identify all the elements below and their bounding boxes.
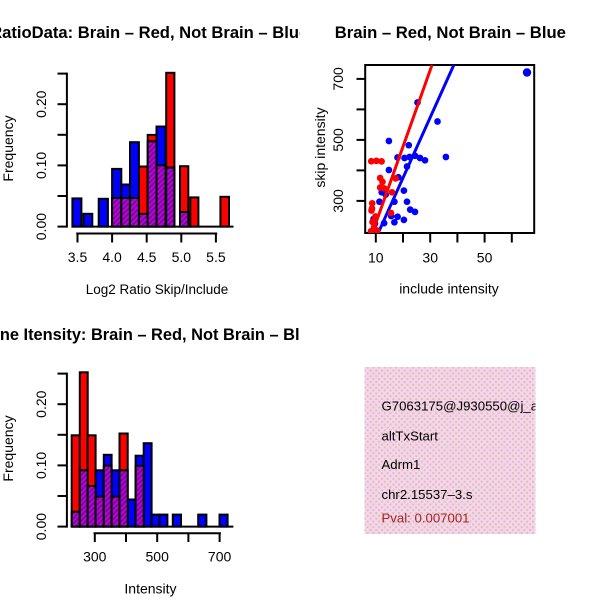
- svg-text:Pval: 0.007001: Pval: 0.007001: [382, 511, 470, 526]
- svg-text:0.10: 0.10: [33, 152, 49, 179]
- svg-text:0.10: 0.10: [33, 452, 49, 479]
- svg-text:skip intensity: skip intensity: [312, 107, 328, 187]
- svg-text:0.00: 0.00: [33, 213, 49, 240]
- svg-text:include intensity: include intensity: [399, 281, 499, 297]
- svg-text:30: 30: [422, 249, 438, 265]
- svg-text:Adrm1: Adrm1: [382, 457, 421, 472]
- svg-text:5.5: 5.5: [206, 249, 226, 265]
- svg-text:Intensity: Intensity: [124, 581, 176, 597]
- svg-text:4.5: 4.5: [137, 249, 157, 265]
- svg-text:Frequency: Frequency: [0, 115, 16, 181]
- svg-text:RatioData: Brain – Red, Not Br: RatioData: Brain – Red, Not Brain – Blue: [0, 24, 308, 42]
- svg-text:10: 10: [368, 249, 384, 265]
- svg-text:500: 500: [330, 128, 346, 152]
- svg-text:500: 500: [146, 549, 170, 565]
- svg-text:300: 300: [330, 189, 346, 213]
- svg-text:Gene Itensity: Brain – Red, No: Gene Itensity: Brain – Red, Not Brain – …: [0, 326, 319, 344]
- svg-text:Frequency: Frequency: [0, 415, 16, 481]
- svg-text:4.0: 4.0: [102, 249, 122, 265]
- svg-text:Log2 Ratio Skip/Include: Log2 Ratio Skip/Include: [86, 282, 229, 297]
- svg-text:G7063175@J930550@j_at: G7063175@J930550@j_at: [382, 399, 543, 414]
- svg-text:altTxStart: altTxStart: [382, 429, 439, 444]
- svg-text:0.20: 0.20: [33, 90, 49, 117]
- svg-text:5.0: 5.0: [172, 249, 192, 265]
- svg-text:0.20: 0.20: [33, 390, 49, 417]
- svg-text:700: 700: [330, 67, 346, 91]
- svg-text:chr2.15537–3.s: chr2.15537–3.s: [382, 487, 473, 502]
- svg-text:700: 700: [208, 549, 232, 565]
- svg-text:50: 50: [477, 249, 493, 265]
- svg-text:Brain – Red, Not Brain – Blue: Brain – Red, Not Brain – Blue: [335, 23, 566, 42]
- svg-text:3.5: 3.5: [68, 249, 88, 265]
- svg-text:0.00: 0.00: [33, 513, 49, 540]
- svg-text:300: 300: [83, 549, 107, 565]
